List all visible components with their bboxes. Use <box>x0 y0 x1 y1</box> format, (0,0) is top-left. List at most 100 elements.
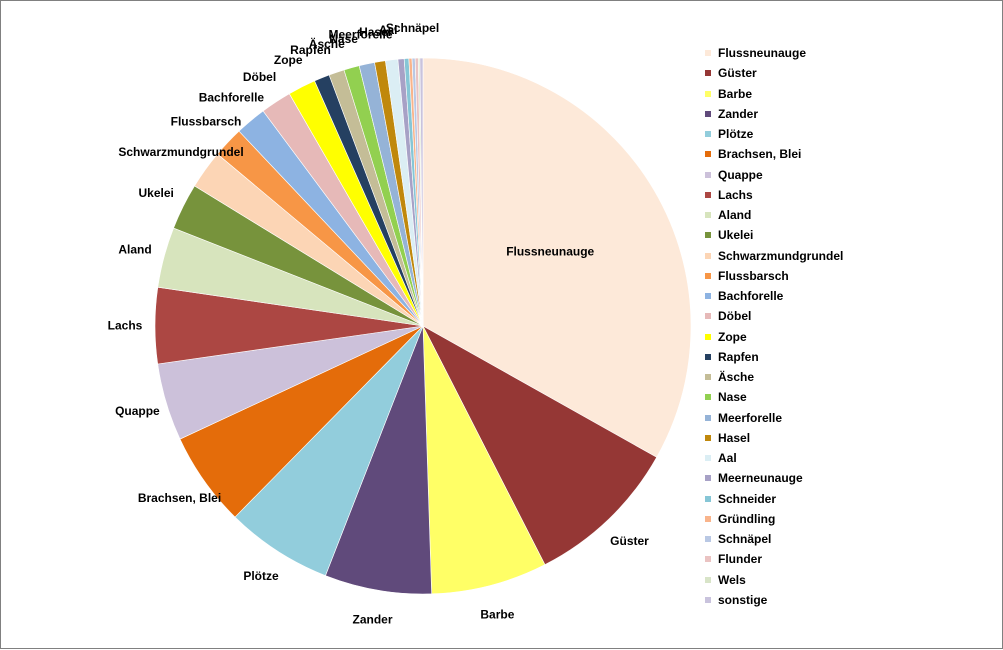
legend-label: Hasel <box>718 430 751 445</box>
legend-swatch <box>705 191 711 198</box>
legend-label: Barbe <box>718 86 753 101</box>
legend-swatch <box>705 110 711 117</box>
legend-label: Schneider <box>718 491 777 506</box>
legend-swatch <box>705 414 711 421</box>
legend-label: Rapfen <box>718 349 759 364</box>
legend-swatch <box>705 475 711 482</box>
legend-label: Meerforelle <box>718 410 783 425</box>
legend-label: Lachs <box>718 187 753 202</box>
legend-item-meerneunauge: Meerneunauge <box>705 468 843 488</box>
legend-item-bachforelle: Bachforelle <box>705 286 843 306</box>
legend-label: Flunder <box>718 552 762 567</box>
slice-label-lachs: Lachs <box>108 319 143 333</box>
legend-label: Ukelei <box>718 228 754 243</box>
legend-item-nase: Nase <box>705 387 843 407</box>
legend-label: Äsche <box>718 370 755 385</box>
legend-swatch <box>705 515 711 522</box>
legend-label: Gründling <box>718 511 776 526</box>
slice-label-flussneunauge: Flussneunauge <box>506 245 594 259</box>
slice-label-schwarzmundgrundel: Schwarzmundgrundel <box>118 145 243 159</box>
slice-label-bachforelle: Bachforelle <box>199 91 265 105</box>
legend-label: Schnäpel <box>718 532 772 547</box>
legend-label: Güster <box>718 66 757 81</box>
legend-item-ukelei: Ukelei <box>705 225 843 245</box>
legend-swatch <box>705 171 711 178</box>
slice-label-ploetze: Plötze <box>243 569 279 583</box>
legend-label: Nase <box>718 390 747 405</box>
legend-item-aland: Aland <box>705 205 843 225</box>
legend-item-zope: Zope <box>705 327 843 347</box>
legend-label: Meerneunauge <box>718 471 803 486</box>
legend-item-aal: Aal <box>705 448 843 468</box>
pie-slice-flussneunauge <box>422 57 692 458</box>
slice-label-zope: Zope <box>274 53 303 67</box>
legend-swatch <box>705 131 711 138</box>
legend-item-flussneunauge: Flussneunauge <box>705 43 843 63</box>
legend-swatch <box>705 151 711 158</box>
slice-label-nase: Nase <box>329 32 358 46</box>
legend-item-brachsen-blei: Brachsen, Blei <box>705 144 843 164</box>
slice-label-brachsen-blei: Brachsen, Blei <box>138 491 221 505</box>
slice-label-doebel: Döbel <box>243 70 276 84</box>
slice-label-aesche: Äsche <box>309 36 345 51</box>
legend-label: Zander <box>718 106 759 121</box>
legend-label: sonstige <box>718 592 768 607</box>
legend-swatch <box>705 394 711 401</box>
legend-label: Flussbarsch <box>718 268 789 283</box>
slice-label-hasel: Hasel <box>359 25 391 39</box>
legend-swatch <box>705 252 711 259</box>
slice-label-flussbarsch: Flussbarsch <box>171 115 242 129</box>
legend-item-sonstige: sonstige <box>705 590 843 610</box>
legend-swatch <box>705 50 711 57</box>
legend-swatch <box>705 333 711 340</box>
slice-label-aal: Aal <box>379 23 398 37</box>
legend-item-meerforelle: Meerforelle <box>705 408 843 428</box>
pie-slice-guester <box>422 325 658 566</box>
slice-label-guester: Güster <box>610 534 649 548</box>
legend-label: Aland <box>718 208 752 223</box>
legend-label: Bachforelle <box>718 289 784 304</box>
legend-swatch <box>705 495 711 502</box>
legend-label: Flussneunauge <box>718 46 807 61</box>
legend-swatch <box>705 90 711 97</box>
legend-swatch <box>705 455 711 462</box>
legend-item-lachs: Lachs <box>705 185 843 205</box>
legend-item-flunder: Flunder <box>705 549 843 569</box>
slice-label-barbe: Barbe <box>480 608 514 622</box>
legend-swatch <box>705 434 711 441</box>
legend-item-schneider: Schneider <box>705 489 843 509</box>
slice-label-zander: Zander <box>352 613 392 627</box>
slice-labels: Flussneunauge Güster Barbe Zander Plötze Brac… <box>108 21 650 627</box>
legend-item-hasel: Hasel <box>705 428 843 448</box>
slice-label-rapfen: Rapfen <box>290 43 331 57</box>
slice-label-schnaepel: Schnäpel <box>386 21 439 35</box>
legend-item-guester: Güster <box>705 63 843 83</box>
legend-item-quappe: Quappe <box>705 165 843 185</box>
legend-swatch <box>705 556 711 563</box>
legend-item-schnaepel: Schnäpel <box>705 529 843 549</box>
legend-swatch <box>705 313 711 320</box>
legend-label: Brachsen, Blei <box>718 147 802 162</box>
legend-swatch <box>705 353 711 360</box>
slice-label-ukelei: Ukelei <box>139 186 174 200</box>
legend-swatch <box>705 293 711 300</box>
legend-label: Zope <box>718 329 747 344</box>
legend-item-doebel: Döbel <box>705 306 843 326</box>
legend-label: Schwarzmundgrundel <box>718 248 844 263</box>
legend-item-ploetze: Plötze <box>705 124 843 144</box>
legend-swatch <box>705 536 711 543</box>
legend-item-wels: Wels <box>705 570 843 590</box>
legend-swatch <box>705 576 711 583</box>
pie-slice-barbe <box>422 325 546 595</box>
legend-label: Plötze <box>718 127 754 142</box>
legend-item-schwarzmundgrundel: Schwarzmundgrundel <box>705 246 843 266</box>
slice-label-aland: Aland <box>118 243 151 257</box>
slice-label-meerforelle: Meerforelle <box>328 28 392 42</box>
legend-swatch <box>705 374 711 381</box>
legend-item-flussbarsch: Flussbarsch <box>705 266 843 286</box>
pie-slices <box>154 57 692 595</box>
legend-swatch <box>705 596 711 603</box>
legend-label: Döbel <box>718 309 752 324</box>
